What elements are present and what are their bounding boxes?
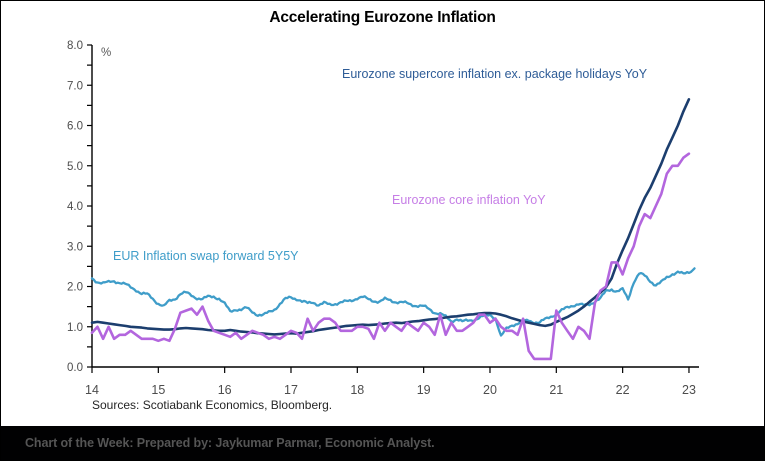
x-tick-label: 20: [483, 383, 497, 397]
inflation-line-chart: 0.0 1.0 2.0 3.0 4.0 5.0 6.0 7.0 8.0% 14 15 16 17 18 19…: [67, 40, 699, 397]
x-tick-label: 21: [549, 383, 563, 397]
series-label-supercore: Eurozone supercore inflation ex. package…: [342, 67, 648, 81]
y-tick-label: 2.0: [67, 282, 83, 294]
series-line-core: [90, 152, 691, 361]
y-tick-label: 8.0: [67, 40, 83, 52]
sources-note: Sources: Scotiabank Economics, Bloomberg…: [92, 398, 333, 412]
y-tick-label: 7.0: [67, 80, 83, 92]
x-tick-label: 17: [284, 383, 298, 397]
x-tick-label: 23: [682, 383, 696, 397]
y-tick-label: 1.0: [67, 322, 83, 334]
x-tick-label: 14: [85, 383, 99, 397]
series-label-swap: EUR Inflation swap forward 5Y5Y: [113, 249, 299, 263]
x-tick-label: 18: [350, 383, 364, 397]
x-tick-label: 16: [218, 383, 232, 397]
y-tick-label: 5.0: [67, 161, 83, 173]
x-tick-label: 15: [151, 383, 165, 397]
y-tick-label: 6.0: [67, 121, 83, 133]
series-label-core: Eurozone core inflation YoY: [392, 193, 546, 207]
y-tick-label: 4.0: [67, 201, 83, 213]
chart-title: Accelerating Eurozone Inflation: [269, 9, 496, 26]
x-tick-label: 19: [417, 383, 431, 397]
y-tick-label: 0.0: [67, 362, 83, 374]
y-tick-label: 3.0: [67, 241, 83, 253]
x-tick-label: 22: [616, 383, 630, 397]
footer-bar: Chart of the Week: Prepared by: Jaykumar…: [1, 426, 764, 460]
y-axis-unit-label: %: [101, 47, 111, 59]
footer-credit: Chart of the Week: Prepared by: Jaykumar…: [25, 436, 435, 450]
